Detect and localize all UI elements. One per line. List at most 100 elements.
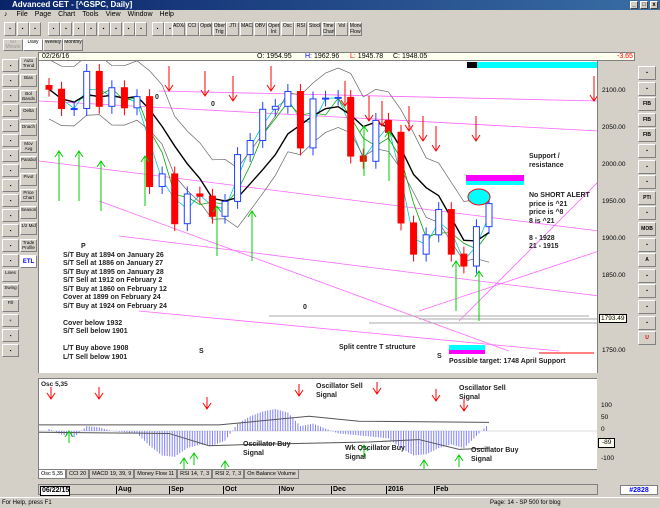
left-tool-icon[interactable]: ▪ [2,149,19,162]
study-button-timechart[interactable]: Time Chart [321,22,335,36]
right-tool-fan-icon[interactable]: ▪ [638,159,656,174]
tab-on-balance-volume[interactable]: On Balance Volume [244,470,299,479]
tool-button[interactable]: ▪ [72,22,85,36]
timeframe-daily[interactable]: Daily [23,39,43,51]
study-tool-parabolic[interactable]: Parabolic [20,156,37,169]
menu-tools[interactable]: Tools [82,11,99,18]
tool-button[interactable]: ▪ [151,22,164,36]
study-button-macd[interactable]: MACD [240,22,253,36]
right-tool-fib-ext[interactable]: FIB EXT [638,112,656,127]
tool-button[interactable]: ▪ [16,22,29,36]
left-tool-icon[interactable]: ▪ [2,194,19,207]
right-tool-copy-icon[interactable]: ▪ [638,315,656,330]
minimize-button[interactable]: _ [630,1,638,9]
right-tool-magnify-icon[interactable]: ▪ [638,237,656,252]
left-tool-icon[interactable]: ▪ [2,119,19,132]
right-tool-fib-time[interactable]: FIB TIME [638,128,656,143]
study-tool-seasonals[interactable]: Seasonals [20,205,37,219]
right-tool-pencil-icon[interactable]: ▪ [638,66,656,80]
tool-button[interactable]: ▪ [110,22,122,36]
study-tool-movavg[interactable]: Mov Avg [20,139,37,153]
study-button-opdex[interactable]: Opdex [199,22,213,36]
left-tool-fill[interactable]: Fill [2,299,19,312]
left-tool-icon[interactable]: ▪ [2,329,19,342]
left-tool-icon[interactable]: ▪ [2,89,19,102]
left-tool-icon[interactable]: ▪ [2,254,19,267]
study-tool-tradeprofile[interactable]: Trade Profile [20,238,37,252]
tool-button[interactable]: ▪ [47,22,60,36]
timeframe-weekly[interactable]: Weekly [43,39,63,51]
right-tool-grid2-icon[interactable]: ▪ [638,300,656,314]
study-tool-autotrend[interactable]: Auto Trend [20,57,37,70]
left-tool-icon[interactable]: ▪ [2,134,19,147]
study-tool-12mid[interactable]: 1/2 Mid [20,222,37,235]
tool-button[interactable]: ▪ [122,22,135,36]
study-button-jti[interactable]: JTI [226,22,240,36]
tab-money-flow-11[interactable]: Money Flow 11 [134,470,178,479]
left-tool-icon[interactable]: ▪ [2,209,19,222]
menu-help[interactable]: Help [159,11,174,18]
left-tool-icon[interactable]: ▪ [2,224,19,237]
menu-window[interactable]: Window [127,11,153,18]
study-tool-bolbands[interactable]: Bol Bands [20,90,37,103]
study-tool-pivot[interactable]: Pivot [20,172,37,186]
tool-button[interactable]: ▪ [60,22,72,36]
timeframe-monthly[interactable]: Monthly [63,39,83,51]
left-tool-icon[interactable]: ▪ [2,74,19,87]
study-tool-bias[interactable]: Bias [20,73,37,87]
right-tool-pti[interactable]: PTI [638,190,656,205]
study-button-stock[interactable]: Stock [308,22,321,36]
right-tool-line-icon[interactable]: ▪ [638,81,656,96]
tool-button[interactable]: ▪ [29,22,41,36]
price-chart[interactable]: P S/T Buy at 1894 on January 26 S/T Sell a… [38,54,600,373]
tool-button[interactable]: ▪ [4,22,16,36]
study-button-rsi[interactable]: RSI [294,22,308,36]
oscillator-panel[interactable]: Osc 5,35 Oscillator Sell Signal Oscillat… [38,378,598,473]
left-tool-icon[interactable]: ▪ [2,344,19,357]
right-tool-zoom-icon[interactable]: ▪ [638,268,656,283]
study-tool-pricechart[interactable]: Price Chart [20,189,37,202]
study-button-vol[interactable]: Vol [335,22,349,36]
tab-osc-5-35[interactable]: Osc 5,35 [38,470,67,479]
right-tool-marker-icon[interactable]: ▪ [638,284,656,299]
study-button-adxdmi[interactable]: ADX/DMI [172,22,185,36]
study-button-obv[interactable]: OBV [253,22,267,36]
left-tool-icon[interactable]: + [2,314,19,327]
right-tool-mob[interactable]: MOB [638,222,656,236]
right-tool-gann-icon[interactable]: ▪ [638,144,656,158]
left-tool-icon[interactable]: ▪ [2,104,19,117]
left-tool-swing[interactable]: Swing [2,284,19,297]
study-tool-etl[interactable]: ETL [20,255,37,268]
right-tool-magnet-icon[interactable]: U [638,331,656,346]
close-button[interactable]: x [650,1,658,9]
left-tool-icon[interactable]: ▪ [2,179,19,192]
right-tool-grid-icon[interactable]: ▪ [638,206,656,221]
tab-rsi-2-7-3[interactable]: RSI 2, 7, 3 [212,470,245,479]
study-button-moneyflow[interactable]: Money Flow [348,22,362,36]
left-tool-icon[interactable]: ▪ [2,59,19,72]
study-button-osc[interactable]: Osc [280,22,294,36]
menu-file[interactable]: File [16,11,28,18]
menu-view[interactable]: View [105,11,121,18]
right-tool-box-icon[interactable]: ▪ [638,175,656,190]
timeframe-60-minute[interactable]: 60 Minute [3,39,23,51]
maximize-button[interactable]: □ [640,1,648,9]
study-button-openint[interactable]: Open Int [267,22,281,36]
tool-button[interactable]: ▪ [135,22,147,36]
tool-button[interactable]: ▪ [85,22,97,36]
tool-button[interactable]: ▪ [97,22,110,36]
menu-page[interactable]: Page [34,11,52,18]
study-button-cci[interactable]: CCI [185,22,199,36]
right-tool-text-a[interactable]: A [638,253,656,268]
menu-chart[interactable]: Chart [58,11,76,18]
left-tool-icon[interactable]: ▪ [2,239,19,252]
study-button-obentrig[interactable]: Oben Trig [212,22,226,36]
tab-rsi-14-7-3[interactable]: RSI 14, 7, 3 [177,470,213,479]
left-tool-icon[interactable]: ▪ [2,164,19,177]
study-tool-delta[interactable]: Delta [20,106,37,120]
right-tool-fib-ret[interactable]: FIB RET [638,97,656,112]
tab-macd-19-39-9[interactable]: MACD 19, 39, 9 [89,470,135,479]
tab-cci-20[interactable]: CCI 20 [66,470,90,479]
left-tool-lines[interactable]: Lines [2,269,19,282]
study-tool-dnach[interactable]: Dnach [20,123,37,136]
